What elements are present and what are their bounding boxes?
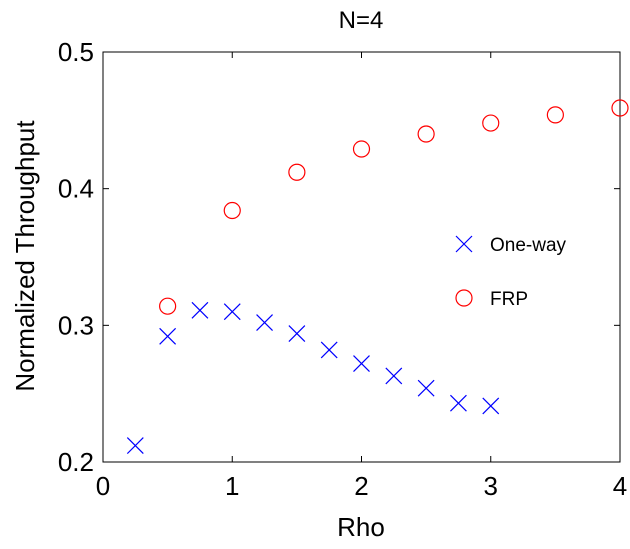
data-point-one-way (353, 355, 370, 373)
data-point-one-way (159, 327, 177, 345)
x-tick-label: 3 (484, 471, 498, 501)
legend-label-one-way: One-way (490, 235, 567, 256)
data-point-frp (417, 125, 435, 143)
chart-title: N=4 (339, 7, 384, 34)
data-point-frp (546, 106, 564, 124)
x-axis-label: Rho (337, 512, 385, 542)
data-point-frp (482, 114, 500, 132)
y-tick-label: 0.3 (58, 310, 94, 340)
data-point-frp (288, 163, 306, 181)
data-point-frp (611, 99, 629, 117)
data-point-one-way (256, 314, 273, 332)
ticks-layer: 0 1 2 3 4 0.2 0.3 0.4 0.5 (58, 37, 627, 501)
y-tick-label: 0.5 (58, 37, 94, 67)
data-point-one-way (385, 367, 403, 385)
x-tick-label: 2 (354, 471, 368, 501)
legend-label-frp: FRP (490, 289, 528, 310)
y-axis-label: Normalized Throughput (10, 120, 40, 392)
data-point-one-way (288, 325, 306, 342)
y-tick-label: 0.2 (58, 447, 94, 477)
data-point-one-way (450, 394, 467, 412)
data-point-one-way (191, 301, 209, 319)
data-point-one-way (320, 341, 338, 359)
x-tick-label: 4 (613, 471, 627, 501)
data-point-frp (159, 297, 177, 315)
legend-marker-one-way (455, 235, 473, 253)
data-point-one-way (482, 397, 500, 415)
data-point-one-way (126, 437, 144, 455)
x-tick-label: 1 (225, 471, 239, 501)
legend-marker-frp (455, 289, 473, 307)
marks-layer (126, 99, 629, 455)
x-tick-label: 0 (96, 471, 110, 501)
y-tick-label: 0.4 (58, 174, 94, 204)
data-point-frp (352, 140, 371, 158)
data-point-one-way (417, 379, 435, 397)
data-point-frp (223, 201, 241, 220)
data-point-one-way (223, 303, 241, 321)
legend: One-way FRP (455, 235, 567, 310)
